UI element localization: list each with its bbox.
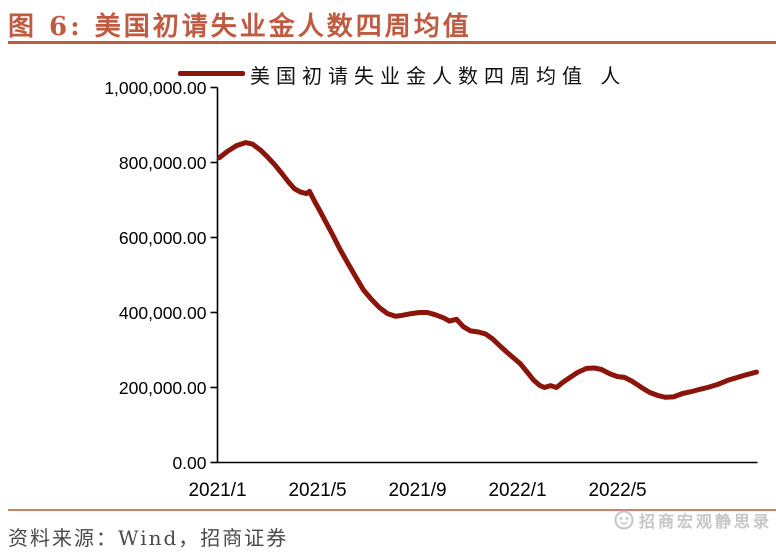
watermark: 招商宏观静思录	[614, 508, 772, 532]
legend-line-marker	[178, 71, 245, 76]
source-note: 资料来源：Wind，招商证券	[8, 526, 289, 550]
y-tick-label: 400,000.00	[118, 302, 207, 323]
title-divider	[8, 41, 776, 44]
y-tick-label: 1,000,000.00	[104, 77, 207, 98]
y-tick-label: 600,000.00	[118, 227, 207, 248]
x-tick-label: 2022/5	[588, 480, 647, 501]
x-tick-label: 2021/9	[388, 480, 447, 501]
figure-title: 图 6: 美国初请失业金人数四周均值	[8, 12, 472, 42]
series-line	[217, 140, 759, 400]
y-tick-label: 800,000.00	[118, 152, 207, 173]
legend-label: 美国初请失业金人数四周均值 人	[250, 64, 627, 88]
x-tick-label: 2021/5	[288, 480, 347, 501]
footer-divider	[8, 509, 776, 511]
wechat-logo-icon	[614, 510, 634, 530]
y-tick-label: 200,000.00	[118, 377, 207, 398]
y-tick-label: 0.00	[172, 452, 207, 473]
watermark-label: 招商宏观静思录	[638, 512, 772, 531]
axis-lines	[216, 87, 758, 464]
x-tick-label: 2021/1	[188, 480, 247, 501]
x-tick-label: 2022/1	[488, 480, 547, 501]
